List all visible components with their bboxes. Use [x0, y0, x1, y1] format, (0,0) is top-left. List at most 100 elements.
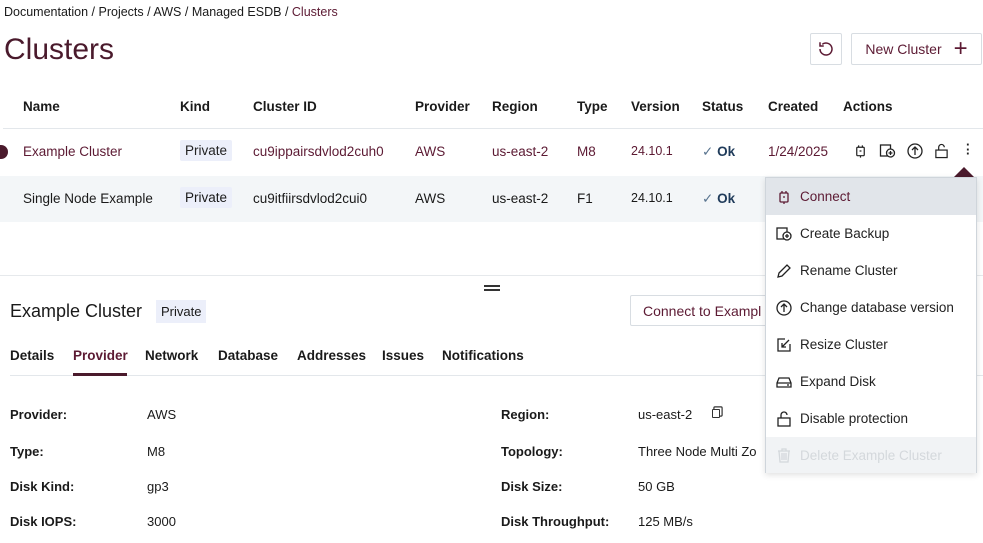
crumb-clusters: Clusters: [291, 5, 338, 19]
field-label: Disk Size:: [501, 479, 563, 494]
selected-indicator: [0, 145, 8, 159]
field-label: Type:: [10, 444, 44, 459]
menu-item-create-backup[interactable]: Create Backup: [766, 215, 976, 252]
upgrade-icon: [776, 299, 792, 316]
field-label: Provider:: [10, 407, 68, 422]
crumb-aws[interactable]: AWS: [153, 5, 182, 19]
version: 24.10.1: [631, 191, 673, 205]
crumb-projects[interactable]: Projects: [98, 5, 144, 19]
tab-notifications[interactable]: Notifications: [442, 348, 524, 363]
resize-handle-icon[interactable]: [484, 285, 500, 291]
crumb-managed-esdb[interactable]: Managed ESDB: [191, 5, 282, 19]
crumb-documentation[interactable]: Documentation: [4, 5, 89, 19]
refresh-button[interactable]: [810, 33, 842, 65]
type: F1: [577, 191, 593, 206]
resize-icon: [777, 337, 791, 352]
col-cluster-id[interactable]: Cluster ID: [253, 99, 317, 114]
active-tab-indicator: [73, 373, 127, 376]
check-circle-icon: ✓︎: [702, 191, 714, 206]
menu-label: Resize Cluster: [800, 337, 888, 352]
menu-label: Expand Disk: [800, 374, 876, 389]
cluster-id: cu9ippairsdvlod2cuh0: [253, 144, 384, 159]
field-label: Topology:: [501, 444, 563, 459]
tab-details[interactable]: Details: [10, 348, 55, 363]
detail-title: Example Cluster: [10, 301, 143, 321]
field-value: AWS: [147, 407, 177, 422]
menu-item-rename-cluster[interactable]: Rename Cluster: [766, 252, 976, 289]
menu-label: Rename Cluster: [800, 263, 898, 278]
unlock-icon[interactable]: [934, 143, 949, 159]
field-value: 125 MB/s: [638, 514, 693, 529]
status: ✓︎ Ok: [702, 144, 735, 160]
menu-label: Disable protection: [800, 411, 909, 426]
menu-item-expand-disk[interactable]: Expand Disk: [766, 363, 976, 400]
breadcrumb: Documentation / Projects / AWS / Managed…: [4, 5, 338, 19]
region: us-east-2: [492, 144, 549, 159]
menu-item-connect[interactable]: Connect: [766, 178, 976, 215]
menu-label: Delete Example Cluster: [800, 447, 942, 463]
col-version[interactable]: Version: [631, 99, 680, 114]
col-created[interactable]: Created: [768, 99, 819, 114]
tab-network[interactable]: Network: [145, 348, 199, 363]
provider: AWS: [415, 191, 446, 206]
plug-icon[interactable]: [853, 143, 868, 159]
tab-addresses[interactable]: Addresses: [297, 348, 367, 363]
field-value: Three Node Multi Zo: [638, 444, 757, 459]
kind-badge: Private: [180, 140, 233, 161]
tabs-divider: [10, 375, 983, 376]
copy-icon[interactable]: [712, 409, 720, 418]
upgrade-icon[interactable]: [907, 143, 923, 159]
col-type[interactable]: Type: [577, 99, 608, 114]
detail-kind-badge: Private: [156, 300, 207, 323]
menu-item-resize-cluster[interactable]: Resize Cluster: [766, 326, 976, 363]
field-value: 3000: [147, 514, 176, 529]
field-label: Disk Kind:: [10, 479, 75, 494]
check-circle-icon: ✓︎: [702, 144, 714, 159]
menu-pointer: [954, 167, 974, 177]
more-options-icon[interactable]: · · ·: [966, 137, 971, 162]
menu-label: Create Backup: [800, 226, 890, 241]
plug-icon: [779, 190, 789, 204]
create-backup-icon[interactable]: [879, 143, 896, 159]
cluster-name-link[interactable]: Example Cluster: [23, 144, 123, 159]
header-divider: [3, 128, 983, 129]
col-name[interactable]: Name: [23, 99, 60, 114]
connect-button[interactable]: Connect to Exampl: [630, 295, 790, 326]
status-text: Ok: [717, 144, 736, 159]
new-cluster-button[interactable]: New Cluster +: [851, 33, 982, 65]
region: us-east-2: [492, 191, 549, 206]
plus-icon: +: [953, 35, 968, 62]
trash-icon: [778, 448, 790, 463]
field-value: 50 GB: [638, 479, 675, 494]
table-row[interactable]: Example Cluster Private cu9ippairsdvlod2…: [0, 129, 983, 175]
field-label: Disk IOPS:: [10, 514, 77, 529]
tab-database[interactable]: Database: [218, 348, 279, 363]
row-actions: · · ·: [853, 137, 971, 162]
col-status[interactable]: Status: [702, 99, 744, 114]
col-region[interactable]: Region: [492, 99, 538, 114]
unlock-icon: [777, 410, 791, 427]
type: M8: [577, 144, 596, 159]
col-kind[interactable]: Kind: [180, 99, 210, 114]
menu-item-delete-cluster: Delete Example Cluster: [766, 437, 976, 473]
disk-icon: [776, 376, 792, 388]
menu-item-change-version[interactable]: Change database version: [766, 289, 976, 326]
tab-provider[interactable]: Provider: [73, 348, 128, 363]
cluster-name-link[interactable]: Single Node Example: [23, 191, 153, 206]
version: 24.10.1: [631, 144, 673, 158]
status: ✓︎ Ok: [702, 191, 735, 207]
cluster-id: cu9itfiirsdvlod2cui0: [253, 191, 368, 206]
pencil-icon: [777, 263, 791, 278]
field-value: gp3: [147, 479, 169, 494]
field-label: Disk Throughput:: [501, 514, 610, 529]
menu-label: Change database version: [800, 300, 954, 315]
field-value: M8: [147, 444, 166, 459]
col-provider[interactable]: Provider: [415, 99, 470, 114]
menu-item-disable-protection[interactable]: Disable protection: [766, 400, 976, 437]
page-title: Clusters: [4, 33, 115, 66]
status-text: Ok: [717, 191, 736, 206]
field-value: us-east-2: [638, 407, 693, 422]
tab-issues[interactable]: Issues: [382, 348, 425, 363]
field-label: Region:: [501, 407, 550, 422]
create-backup-icon: [776, 226, 792, 241]
